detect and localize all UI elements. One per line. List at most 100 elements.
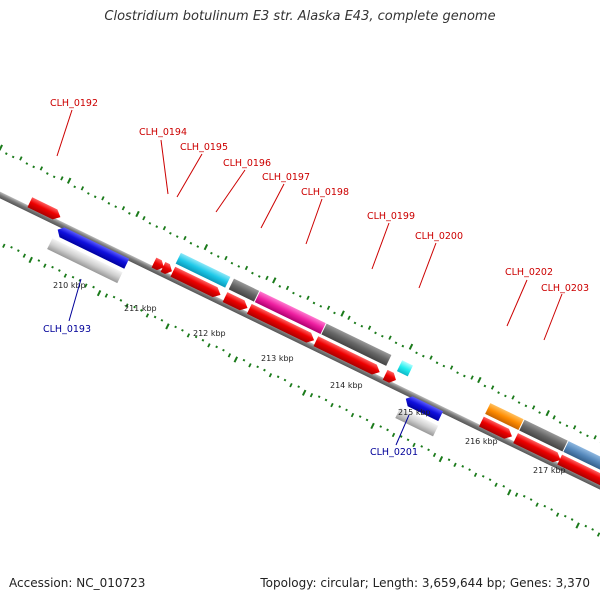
ruler-tick — [203, 244, 209, 251]
ruler-dot — [380, 334, 384, 338]
ruler-dot — [442, 364, 446, 368]
gene-clh-0198-feature[interactable] — [321, 323, 392, 366]
gene-label-clh-0198[interactable]: CLH_0198 — [301, 187, 349, 198]
gene-clh-0196-feature[interactable] — [228, 278, 260, 302]
gene-label-clh-0195[interactable]: CLH_0195 — [180, 142, 228, 153]
gene-label-clh-0192[interactable]: CLH_0192 — [50, 98, 98, 109]
ruler-dot — [490, 385, 495, 390]
ruler-dot — [468, 468, 471, 472]
leader-clh-0192 — [56, 109, 73, 157]
gene-clh-0201-cds[interactable] — [403, 394, 444, 422]
ruler-dot — [502, 484, 506, 488]
ruler-tick — [96, 290, 102, 297]
gene-label-clh-0197[interactable]: CLH_0197 — [262, 172, 310, 183]
ruler-dot — [242, 358, 246, 362]
ruler-outer — [0, 144, 600, 444]
gene-clh-0193-cds[interactable] — [55, 225, 130, 269]
tick-label: 216 kbp — [465, 437, 498, 446]
gene-label-clh-0201[interactable]: CLH_0201 — [370, 447, 418, 458]
ruler-dot — [32, 165, 36, 169]
gene-unlabeled-feature[interactable] — [563, 441, 600, 479]
ruler-dot — [194, 335, 198, 339]
ruler-dot — [298, 295, 302, 298]
ruler-dot — [570, 518, 574, 521]
gene-clh-0202-feature[interactable] — [485, 403, 524, 431]
gene-clh-0199-cds[interactable] — [382, 369, 399, 385]
ruler-tick — [233, 356, 239, 363]
ruler-dot — [504, 394, 507, 398]
ruler-dot — [248, 363, 252, 368]
ruler-dot — [128, 212, 131, 215]
gene-label-clh-0199[interactable]: CLH_0199 — [367, 211, 415, 222]
ruler-dot — [379, 425, 383, 428]
ruler-dot — [283, 378, 287, 382]
tick-label: 213 kbp — [261, 354, 294, 363]
ruler-dot — [306, 295, 310, 301]
ruler-dot — [415, 351, 418, 355]
ruler-tick — [28, 256, 33, 264]
ruler-dot — [406, 438, 410, 442]
ruler-dot — [326, 305, 331, 311]
ruler-dot — [514, 492, 519, 497]
ruler-dot — [153, 315, 157, 319]
gene-clh-0198-cds[interactable] — [313, 336, 382, 377]
ruler-dot — [330, 402, 334, 408]
gene-clh-0203-cds[interactable] — [513, 433, 563, 465]
ruler-dot — [586, 434, 589, 438]
leader-clh-0193 — [68, 278, 82, 322]
ruler-dot — [461, 465, 465, 468]
ruler-dot — [572, 425, 577, 430]
ruler-dot — [101, 196, 105, 201]
ruler-tick — [0, 144, 4, 151]
genome-track — [0, 144, 600, 539]
ruler-dot — [237, 265, 241, 268]
gene-label-clh-0196[interactable]: CLH_0196 — [223, 158, 271, 169]
ruler-dot — [353, 321, 357, 325]
gene-clh-0197-feature[interactable] — [254, 291, 326, 334]
gene-clh-0202-cds[interactable] — [479, 416, 514, 442]
ruler-tick — [545, 410, 550, 417]
gene-clh-0195-cds[interactable] — [170, 266, 222, 300]
gene-clh-0196-cds[interactable] — [222, 292, 250, 313]
tick-labels: 210 kbp 211 kbp 212 kbp 213 kbp 214 kbp … — [53, 281, 566, 475]
ruler-dot — [538, 411, 541, 414]
tick-label: 210 kbp — [53, 281, 86, 290]
gene-clh-0197-cds[interactable] — [246, 303, 317, 345]
ruler-dot — [175, 235, 179, 238]
ruler-dot — [579, 431, 582, 434]
gene-clh-0195-feature[interactable] — [175, 252, 231, 288]
gene-clh-0194-cds-b[interactable] — [160, 261, 175, 276]
ruler-dot — [470, 375, 474, 380]
ruler-dot — [58, 269, 61, 272]
ruler-dot — [73, 185, 77, 189]
ruler-tick — [66, 177, 72, 184]
gene-clh-0192-cds[interactable] — [27, 197, 62, 222]
gene-label-clh-0193[interactable]: CLH_0193 — [43, 324, 91, 335]
gene-clh-0194-cds-a[interactable] — [151, 257, 167, 273]
ruler-dot — [142, 216, 146, 221]
gene-clh-0193-feature[interactable] — [47, 238, 123, 284]
gene-label-clh-0203[interactable]: CLH_0203 — [541, 283, 589, 294]
ruler-dot — [386, 428, 389, 432]
ruler-dot — [155, 225, 159, 228]
ruler-dot — [563, 514, 567, 518]
ruler-dot — [422, 354, 425, 358]
ruler-dot — [87, 192, 90, 195]
ruler-dot — [71, 275, 75, 279]
ruler-dot — [183, 235, 187, 241]
ruler-dot — [189, 241, 193, 245]
gene-label-clh-0202[interactable]: CLH_0202 — [505, 267, 553, 278]
gene-unlabeled-cds[interactable] — [557, 454, 600, 494]
ruler-dot — [374, 331, 377, 335]
leader-lines — [56, 109, 563, 446]
gene-label-clh-0200[interactable]: CLH_0200 — [415, 231, 463, 242]
ruler-dot — [435, 361, 439, 365]
ruler-dot — [285, 285, 290, 291]
gene-labels: CLH_0192 CLH_0193 CLH_0194 CLH_0195 CLH_… — [43, 98, 589, 458]
ruler-dot — [401, 344, 405, 348]
gene-clh-0200-feature[interactable] — [396, 360, 413, 377]
gene-label-clh-0194[interactable]: CLH_0194 — [139, 127, 187, 138]
gene-clh-0203-feature[interactable] — [519, 419, 568, 452]
ruler-dot — [2, 243, 6, 248]
gene-clh-0201-feature[interactable] — [395, 407, 439, 437]
